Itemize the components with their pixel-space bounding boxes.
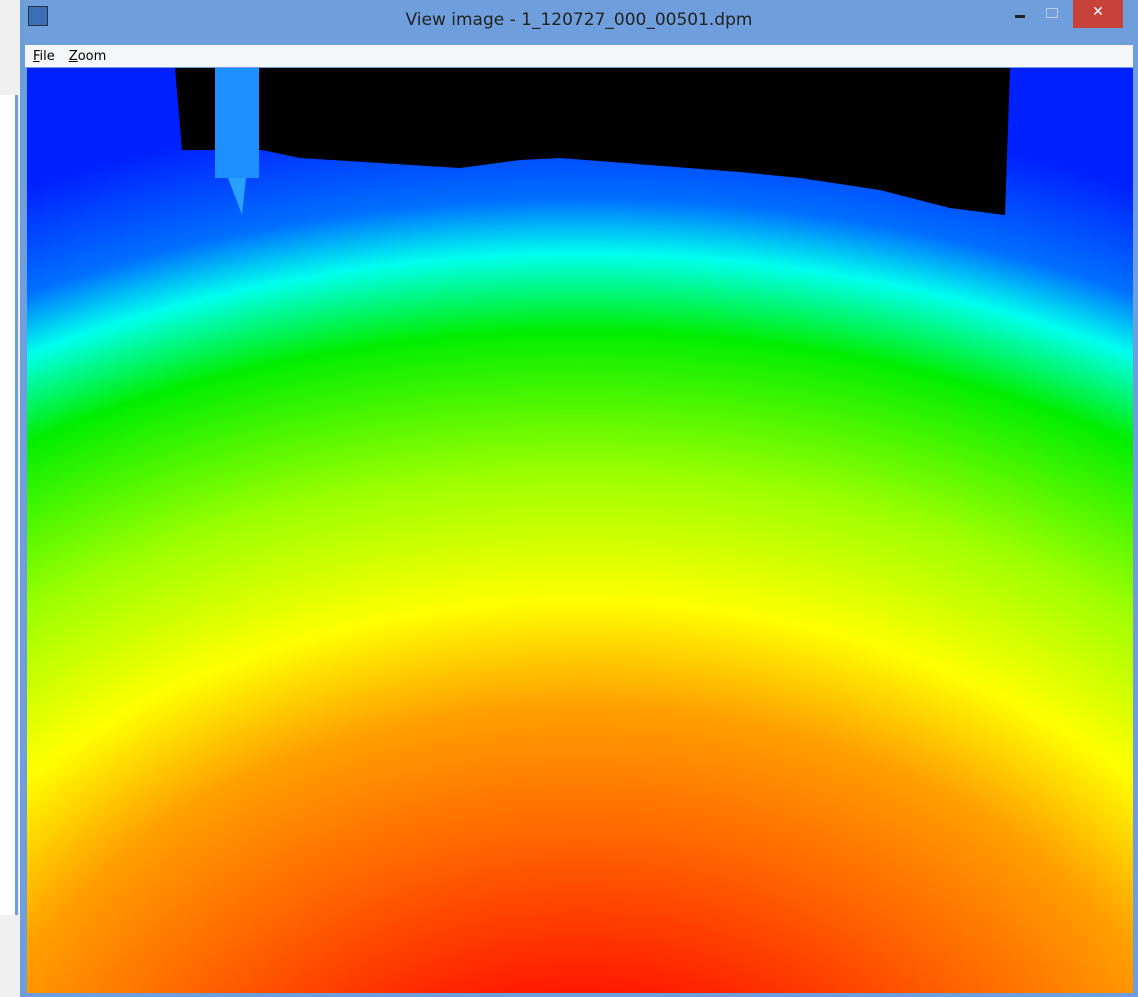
menu-item[interactable]: File: [33, 49, 55, 64]
menu-bar: File Zoom: [25, 45, 1133, 67]
screen: View image - 1_120727_000_00501.dpm File…: [0, 0, 1138, 997]
menu-item[interactable]: Zoom: [69, 49, 106, 64]
maximize-button[interactable]: [1037, 0, 1067, 28]
pole: [215, 68, 259, 178]
background-window: [0, 95, 18, 915]
title-bar: View image - 1_120727_000_00501.dpm: [20, 0, 1138, 44]
minimize-button[interactable]: [1005, 0, 1035, 28]
window: View image - 1_120727_000_00501.dpm File…: [20, 0, 1138, 997]
depth-image: [27, 68, 1133, 993]
close-button[interactable]: [1073, 0, 1123, 28]
window-title: View image - 1_120727_000_00501.dpm: [20, 10, 1138, 30]
